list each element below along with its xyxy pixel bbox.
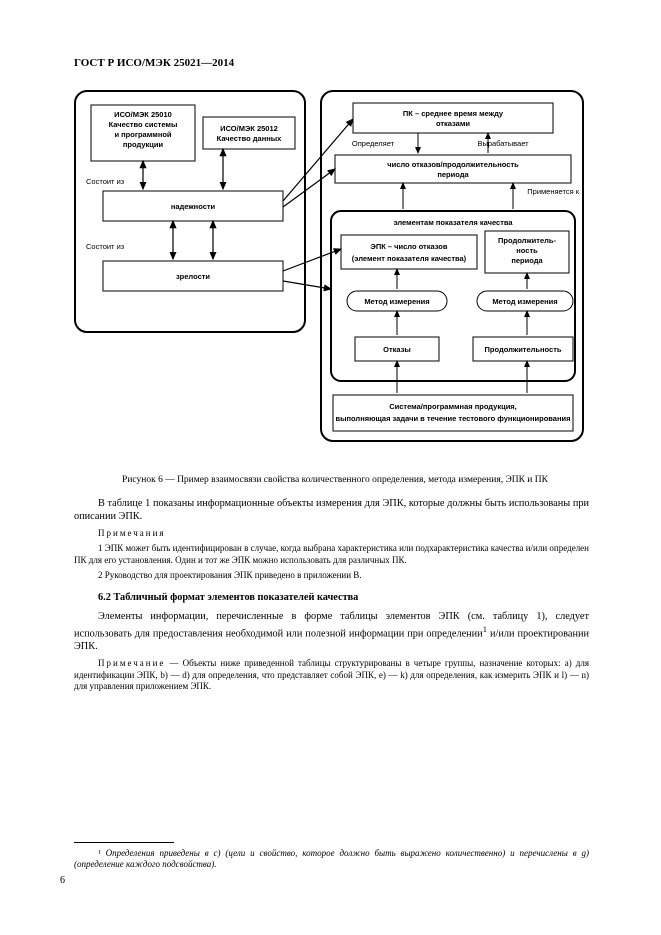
consists-of-1: Состоит из: [86, 177, 125, 186]
failures-box: Отказы: [383, 345, 411, 354]
dur-l3: периода: [511, 256, 543, 265]
para-1: В таблице 1 показаны информационные объе…: [74, 498, 589, 524]
note-3: Примечание — Объекты ниже приведенной та…: [74, 658, 589, 693]
section-6-2: 6.2 Табличный формат элементов показател…: [74, 592, 589, 605]
body-text: В таблице 1 показаны информационные объе…: [74, 498, 589, 697]
note-2: 2 Руководство для проектирования ЭПК при…: [74, 570, 589, 582]
footnote-1: ¹ Определения приведены в с) (цели и сво…: [74, 848, 589, 871]
footnote-rule: [74, 842, 174, 843]
produces-label: Вырабатывает: [477, 139, 529, 148]
method-1: Метод измерения: [364, 297, 429, 306]
doc-header: ГОСТ Р ИСО/МЭК 25021—2014: [74, 57, 234, 69]
epk-l1: ЭПК – число отказов: [371, 242, 448, 251]
system-l2: выполняющая задачи в течение тестового ф…: [335, 414, 570, 423]
reliability-box: надежности: [171, 202, 216, 211]
duration-box: Продолжительность: [485, 345, 562, 354]
maturity-box: зрелости: [176, 272, 210, 281]
iso25012-l1: ИСО/МЭК 25012: [220, 124, 278, 133]
note-1: 1 ЭПК может быть идентифицирован в случа…: [74, 543, 589, 566]
consists-of-2: Состоит из: [86, 242, 125, 251]
figure-caption: Рисунок 6 — Пример взаимосвязи свойства …: [97, 475, 573, 485]
dur-l2: ность: [516, 246, 538, 255]
defines-label: Определяет: [352, 139, 395, 148]
epk-l2: (элемент показателя качества): [352, 254, 467, 263]
ratio-l2: периода: [437, 170, 469, 179]
ratio-l1: число отказов/продолжительность: [387, 160, 519, 169]
iso25010-l3: и программной: [114, 130, 171, 139]
iso25010-l4: продукции: [123, 140, 164, 149]
dur-l1: Продолжитель-: [498, 236, 557, 245]
method-2: Метод измерения: [492, 297, 557, 306]
qe-header: элементам показателя качества: [393, 218, 513, 227]
iso25010-l1: ИСО/МЭК 25010: [114, 110, 172, 119]
applies-to-label: Применяется к: [527, 187, 579, 196]
iso25012-l2: Качество данных: [217, 134, 282, 143]
iso25010-l2: Качество системы: [109, 120, 178, 129]
pk-l2: отказами: [436, 119, 470, 128]
system-l1: Система/программная продукция,: [389, 402, 517, 411]
para-2: Элементы информации, перечисленные в фор…: [74, 611, 589, 654]
figure-6-diagram: ИСО/МЭК 25010 Качество системы и програм…: [73, 89, 586, 443]
notes-heading: Примечания: [74, 528, 589, 539]
page-number: 6: [60, 875, 65, 886]
pk-l1: ПК – среднее время между: [403, 109, 504, 118]
